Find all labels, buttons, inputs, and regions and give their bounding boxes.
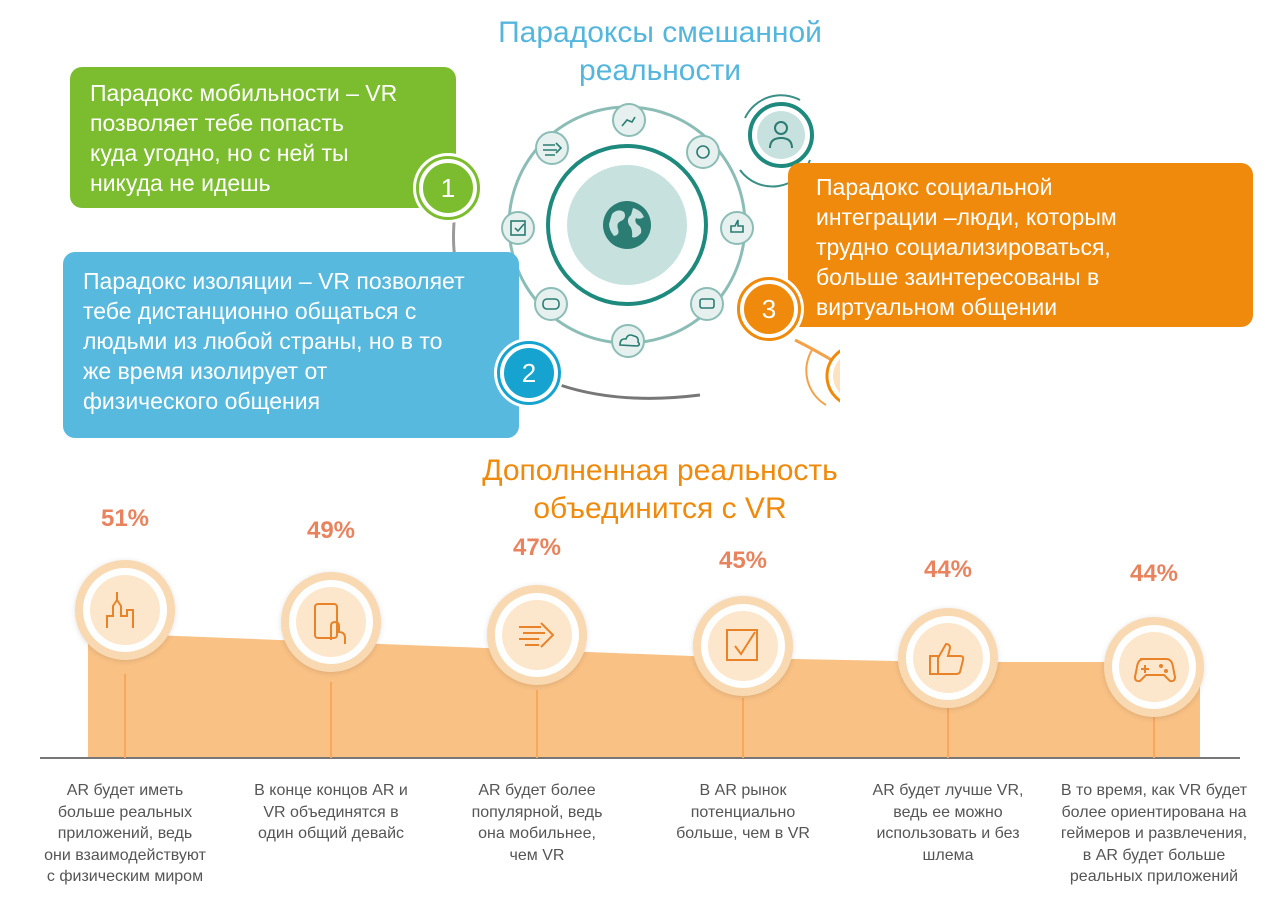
stat-icon-ring	[693, 596, 793, 696]
stat-caption-line: они взаимодействуют	[44, 846, 206, 864]
stat-caption-line: ведь ее можно	[893, 803, 1003, 821]
bottom-title-line2: объединится с VR	[533, 492, 787, 525]
gamepad-icon	[534, 287, 568, 321]
paradox-number-3: 3	[737, 277, 801, 341]
connector-line-3	[794, 338, 836, 364]
eye-icon	[805, 349, 840, 406]
stat-caption-line: реальных приложений	[1069, 868, 1239, 885]
stat-caption-line: потенциально	[690, 803, 796, 821]
paradox-2-line-4: же время изолирует от	[83, 358, 328, 384]
paradox-3-line-4: больше заинтересованы в	[816, 264, 1100, 290]
city-icon	[90, 575, 160, 645]
paradox-2-line-3: людьми из любой страны, но в то	[83, 328, 443, 354]
stat-caption-line: один общий девайс	[257, 825, 405, 842]
paradox-1-line-4: никуда не идешь	[90, 170, 271, 196]
stat-caption-line: В конце концов AR и	[254, 782, 408, 799]
stat-caption-line: AR будет иметь	[66, 782, 184, 799]
stat-caption-line: В то время, как VR будет	[1060, 782, 1248, 799]
stat-icon-ring	[75, 560, 175, 660]
speed-arrow-icon	[535, 131, 569, 165]
stat-caption-line: геймеров и развлечения,	[1060, 825, 1248, 842]
stat-icon-ring	[898, 608, 998, 708]
paradox-2-line-1: Парадокс изоляции – VR позволяет	[83, 268, 465, 294]
stat-caption-line: приложений, ведь	[57, 825, 193, 842]
stat-caption-line: с физическим миром	[46, 868, 204, 885]
stat-caption: AR будет более популярной, ведь она мобиль…	[437, 780, 637, 866]
paradox-3-line-3: трудно социализироваться,	[816, 234, 1111, 260]
paradox-2-line-2: тебе дистанционно общаться с	[83, 298, 417, 324]
stat-caption-line: в AR будет больше	[1082, 846, 1226, 864]
paradox-3-line-2: интеграции –люди, которым	[816, 204, 1117, 230]
paradox-2-line-5: физического общения	[83, 388, 321, 414]
checkbox-icon	[501, 211, 535, 245]
cloud-icon	[611, 324, 645, 358]
stat-caption-line: использовать и без	[876, 825, 1020, 842]
thumbs-up-icon	[720, 211, 754, 245]
speed-arrow-icon	[502, 600, 572, 670]
stat-caption-line: более ориентирована на	[1061, 803, 1247, 821]
stat-caption-line: она мобильнее,	[478, 825, 596, 842]
globe-small-icon	[686, 135, 720, 169]
top-title-line2: реальности	[579, 54, 741, 87]
stat-caption-line: AR будет лучше VR,	[872, 782, 1024, 799]
stat-icon-ring	[487, 585, 587, 685]
paradox-card-mobility: Парадокс мобильности – VR позволяет тебе…	[70, 67, 456, 208]
stat-icon-ring	[281, 572, 381, 672]
paradox-3-line-1: Парадокс социальной	[816, 174, 1053, 200]
bottom-title-line1: Дополненная реальность	[482, 454, 838, 487]
thumbs-up-icon	[913, 623, 983, 693]
stat-caption-line: чем VR	[509, 846, 565, 864]
checkbox-icon	[708, 611, 778, 681]
stat-percent: 47%	[512, 534, 562, 561]
paradox-3-line-5: виртуальном общении	[816, 294, 1058, 320]
paradox-card-isolation: Парадокс изоляции – VR позволяет тебе ди…	[63, 252, 519, 438]
stat-caption: AR будет иметь больше реальных приложений,…	[25, 780, 225, 888]
stat-percent: 49%	[306, 517, 356, 544]
gamepad-icon	[1119, 632, 1189, 702]
stat-caption: В AR рынок потенциально больше, чем в VR	[643, 780, 843, 845]
paradox-1-line-3: куда угодно, но с ней ты	[90, 140, 349, 166]
connector-line-1	[452, 209, 457, 259]
paradox-1-line-1: Парадокс мобильности – VR	[90, 80, 398, 106]
globe-icon	[603, 201, 651, 249]
stat-caption: AR будет лучше VR, ведь ее можно использов…	[848, 780, 1048, 866]
area-fill	[88, 634, 1200, 758]
paradox-number-2: 2	[497, 341, 561, 405]
bottom-title: Дополненная реальность объединится с VR	[420, 452, 900, 528]
stat-percent: 44%	[923, 556, 973, 583]
stat-caption: В конце концов AR и VR объединятся в один …	[231, 780, 431, 845]
stat-caption-line: В AR рынок	[699, 782, 787, 799]
stat-caption-line: больше реальных	[57, 803, 193, 821]
top-title-line1: Парадоксы смешанной	[498, 16, 822, 49]
stat-percent: 44%	[1129, 560, 1179, 587]
stat-percent: 51%	[100, 505, 150, 532]
paradox-1-line-2: позволяет тебе попасть	[90, 110, 345, 136]
stat-caption-line: VR объединятся в	[263, 803, 399, 821]
person-icon	[739, 94, 814, 188]
mixed-reality-hub-diagram	[452, 94, 840, 406]
stat-caption-line: шлема	[922, 846, 974, 864]
stat-caption-line: популярной, ведь	[471, 803, 603, 821]
stat-caption: В то время, как VR будет более ориентиров…	[1054, 780, 1254, 888]
stat-caption-line: AR будет более	[478, 782, 596, 799]
paradox-number-1: 1	[416, 156, 480, 220]
vr-headset-icon	[690, 287, 724, 321]
paradox-card-social: Парадокс социальной интеграции –люди, ко…	[788, 163, 1253, 327]
stat-percent: 45%	[718, 547, 768, 574]
tablet-touch-icon	[296, 587, 366, 657]
top-title: Парадоксы смешанной реальности	[430, 14, 890, 90]
stat-icon-ring	[1104, 617, 1204, 717]
stat-caption-line: больше, чем в VR	[676, 825, 810, 842]
ar-vr-area-chart	[40, 634, 1240, 759]
connector-line-2	[559, 383, 701, 400]
